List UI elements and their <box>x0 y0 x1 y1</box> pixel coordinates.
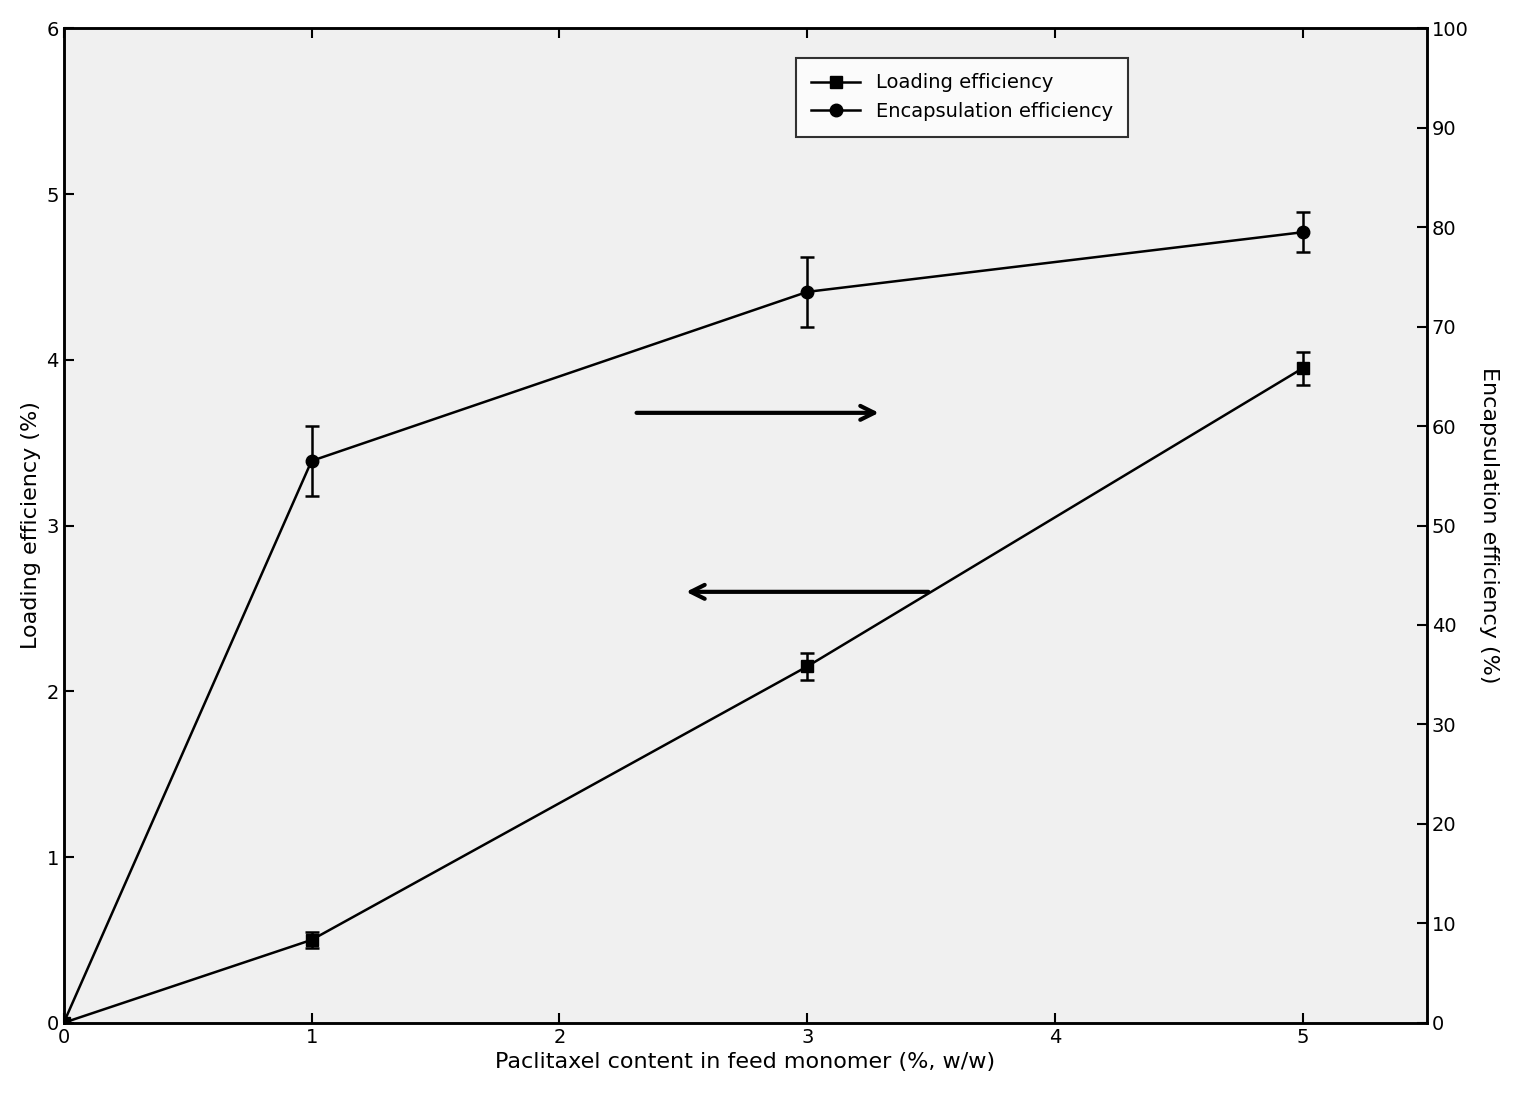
Y-axis label: Encapsulation efficiency (%): Encapsulation efficiency (%) <box>1479 367 1499 684</box>
X-axis label: Paclitaxel content in feed monomer (%, w/w): Paclitaxel content in feed monomer (%, w… <box>496 1053 996 1072</box>
Legend: Loading efficiency, Encapsulation efficiency: Loading efficiency, Encapsulation effici… <box>796 58 1128 137</box>
Y-axis label: Loading efficiency (%): Loading efficiency (%) <box>21 401 41 649</box>
